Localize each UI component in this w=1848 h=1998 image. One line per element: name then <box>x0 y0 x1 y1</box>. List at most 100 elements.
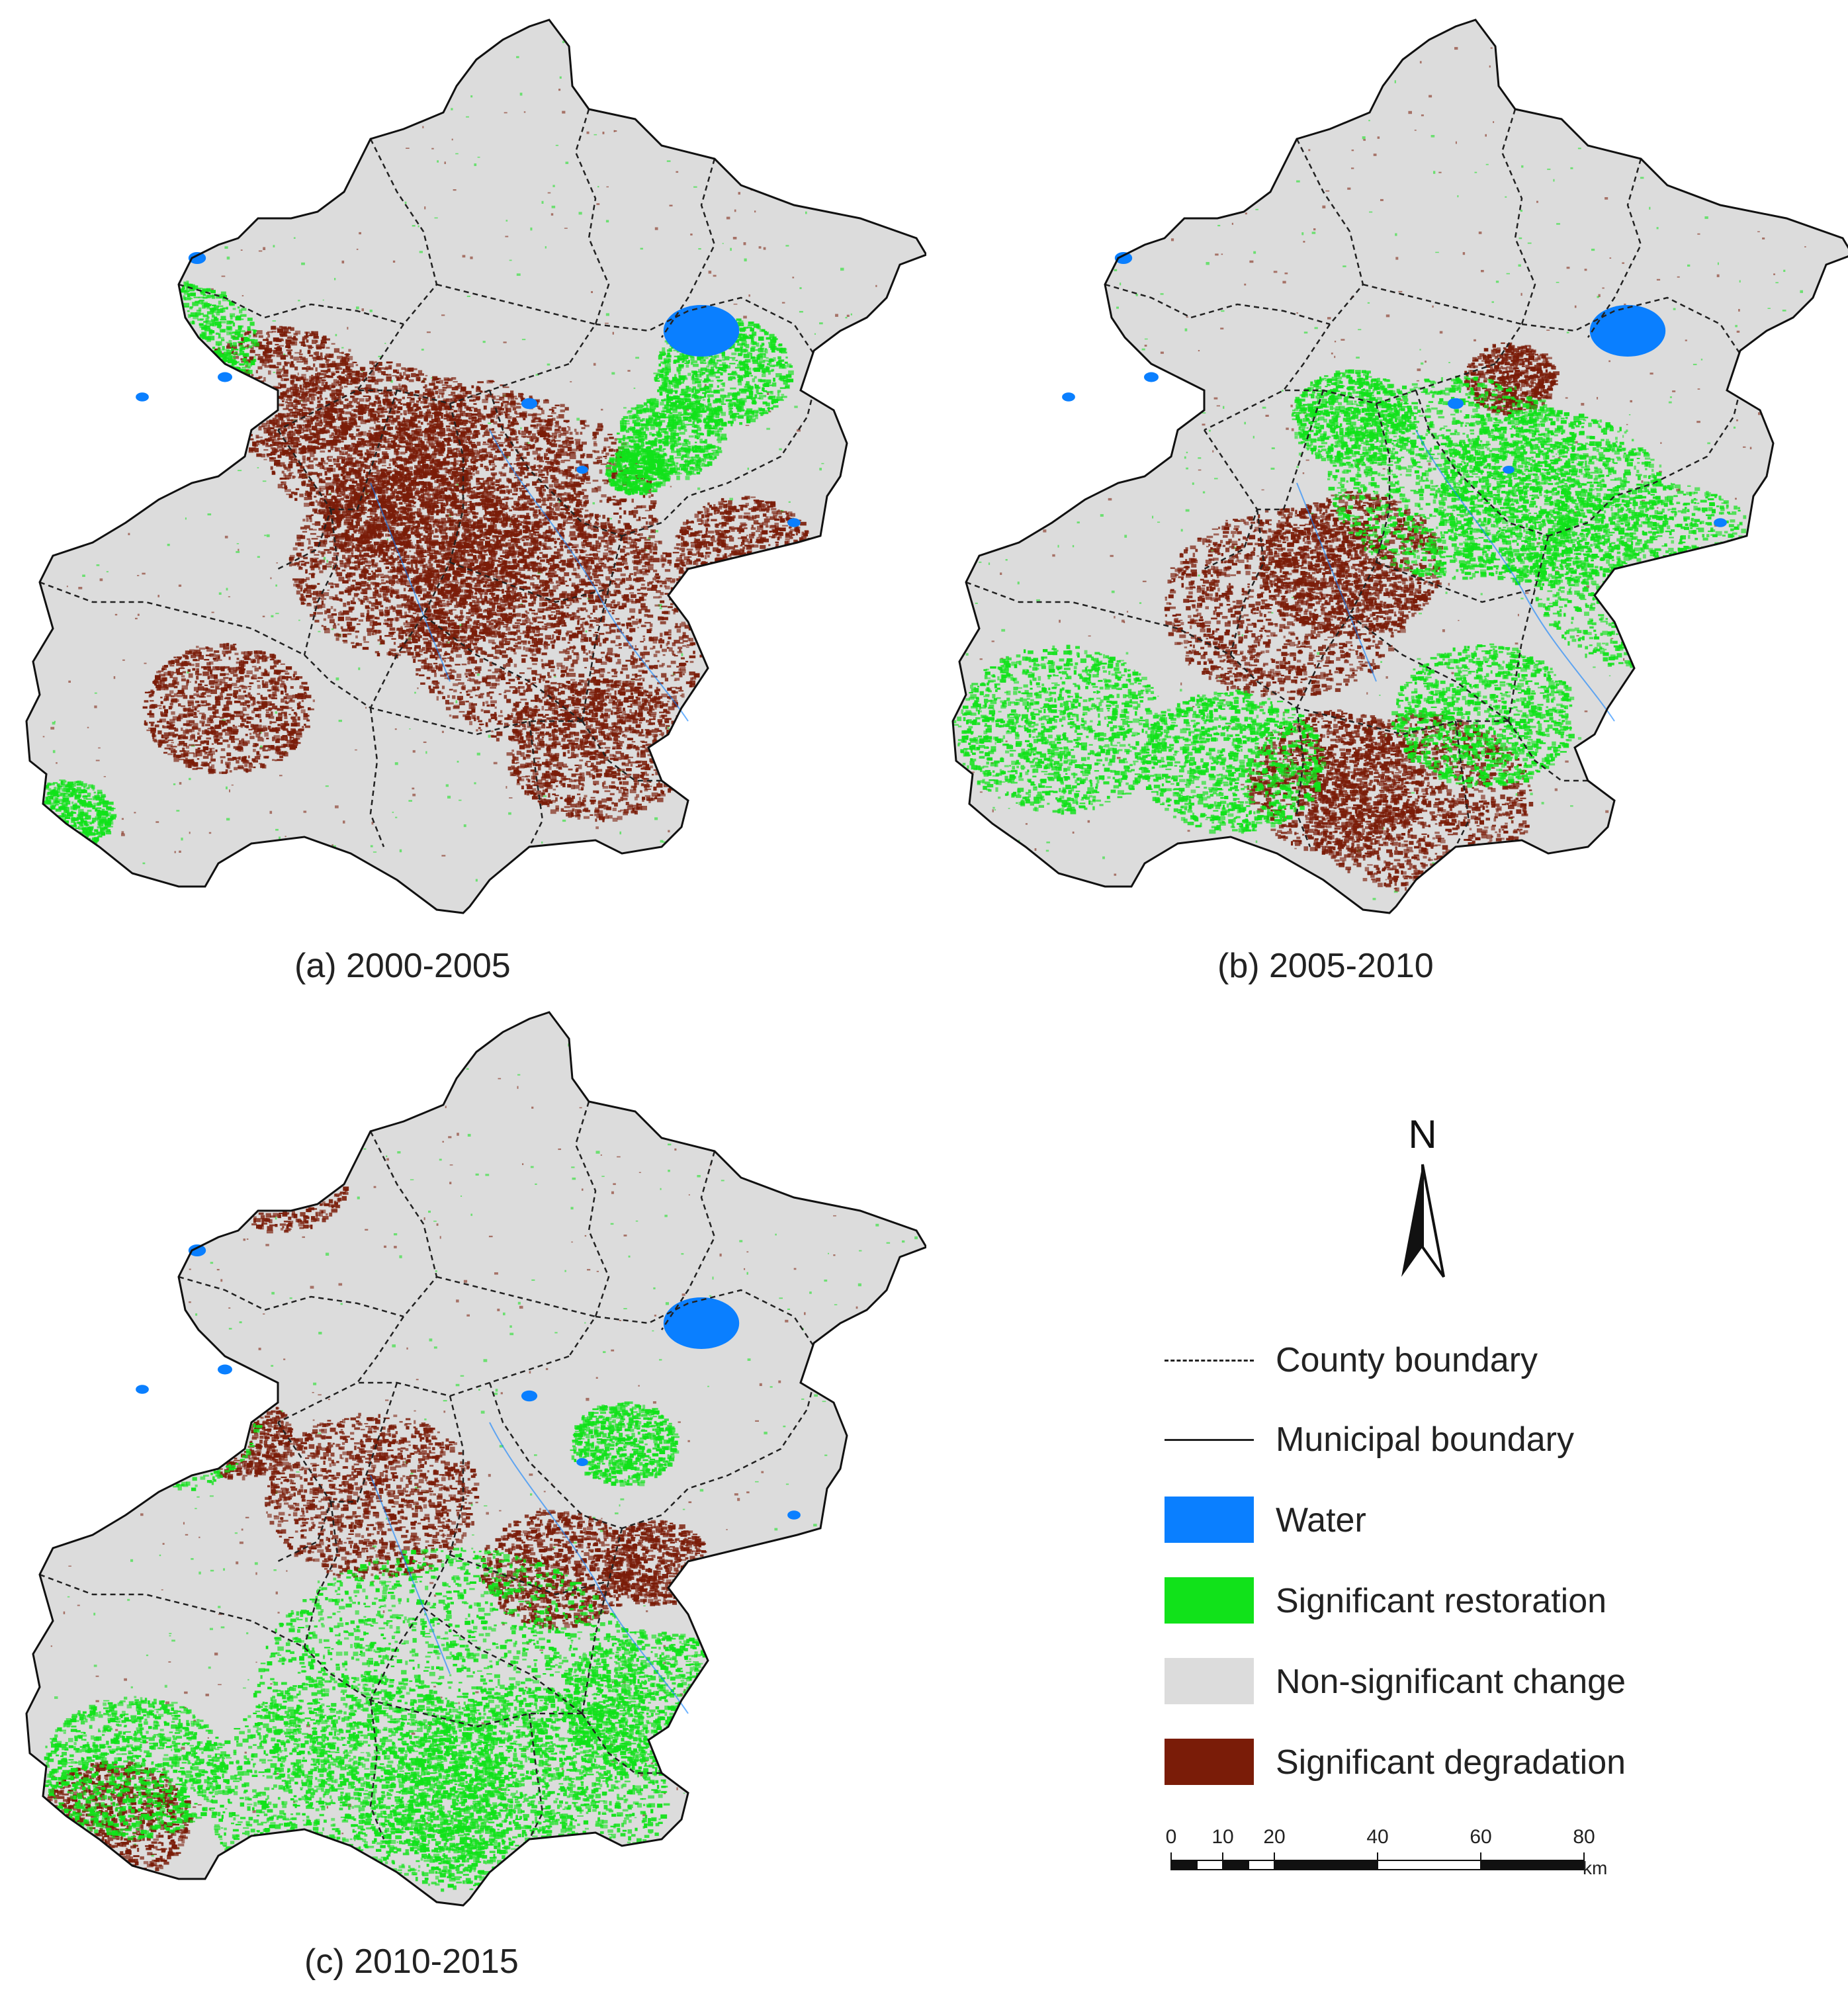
legend-label-municipal: Municipal boundary <box>1276 1420 1574 1459</box>
county-boundary-line <box>39 1573 305 1649</box>
water-body <box>1062 392 1075 402</box>
county-boundary-line <box>1284 363 1496 405</box>
legend-item-water: Water <box>1165 1497 1760 1549</box>
scale-segment <box>1377 1860 1481 1870</box>
water-body <box>576 466 588 474</box>
river-line <box>489 429 689 722</box>
panel-caption-c: (c) 2010-2015 <box>304 1942 519 1981</box>
reservoir-water <box>1589 305 1666 357</box>
county-boundary-line <box>528 1713 544 1840</box>
reservoir-water <box>663 1297 740 1349</box>
county-boundary-line <box>39 581 305 656</box>
county-boundary-line <box>303 1501 339 1648</box>
municipal-boundary-line <box>25 19 926 914</box>
county-boundary-line <box>1507 535 1550 722</box>
county-boundary-line <box>449 561 609 603</box>
water-body <box>218 372 232 382</box>
county-boundary-line <box>660 1151 716 1330</box>
county-boundary-line <box>1521 296 1748 365</box>
water-body <box>1114 252 1133 264</box>
legend-label-water: Water <box>1276 1500 1366 1540</box>
county-boundary-line <box>178 283 404 326</box>
county-boundary-line <box>581 1713 662 1774</box>
county-boundary-line <box>1257 390 1325 511</box>
water-body <box>136 1385 149 1394</box>
scale-tick-label: 10 <box>1211 1826 1233 1848</box>
scale-tick-label: 0 <box>1166 1826 1177 1848</box>
water-body <box>188 252 206 264</box>
water-body <box>1714 518 1727 527</box>
legend-label-restoration: Significant restoration <box>1276 1581 1606 1621</box>
county-boundary-line <box>1230 654 1509 736</box>
county-boundary-line <box>1296 707 1311 847</box>
county-boundary-line <box>1376 561 1536 603</box>
county-boundary-line <box>357 1355 570 1397</box>
river-line <box>370 482 451 682</box>
county-boundary-line <box>331 390 398 511</box>
beijing-map-b <box>951 19 1848 914</box>
water-body <box>1503 466 1515 474</box>
water-body <box>521 1390 538 1402</box>
county-boundary-line <box>488 1382 623 1530</box>
scale-unit: km <box>1583 1858 1607 1879</box>
scale-segment <box>1170 1860 1198 1870</box>
county-boundary-line <box>1204 324 1331 431</box>
county-boundary-line <box>1454 720 1470 847</box>
county-boundary-line <box>1548 363 1748 537</box>
solid-line-icon <box>1165 1439 1254 1441</box>
legend-item-degradation: Significant degradation <box>1165 1739 1760 1792</box>
county-boundary-line <box>965 581 1231 656</box>
scale-tick-label: 40 <box>1366 1826 1388 1848</box>
scale-segment <box>1480 1860 1585 1870</box>
county-boundary-line <box>528 720 544 847</box>
map-panel-c <box>13 999 926 1912</box>
legend-item-municipal: Municipal boundary <box>1165 1416 1760 1469</box>
county-boundary-line <box>423 1607 583 1714</box>
county-boundary-line <box>369 1700 385 1840</box>
county-boundary-line <box>423 615 583 722</box>
water-body <box>521 398 538 410</box>
water-body <box>787 1510 801 1520</box>
legend-item-county: County boundary <box>1165 1336 1760 1389</box>
county-boundary-line <box>357 363 570 405</box>
county-boundary-line <box>581 720 662 782</box>
scale-tick-label: 20 <box>1263 1826 1285 1848</box>
county-boundary-line <box>1415 390 1549 537</box>
water-body <box>1447 398 1464 410</box>
county-boundary-line <box>1507 720 1588 782</box>
scale-segment <box>1222 1860 1249 1870</box>
county-boundary-line <box>277 324 405 431</box>
municipal-boundary-line <box>25 1011 926 1907</box>
water-body <box>136 392 149 402</box>
water-swatch <box>1165 1497 1254 1543</box>
scale-segment <box>1196 1860 1223 1870</box>
north-arrow: N <box>1376 1111 1469 1297</box>
scale-segment <box>1248 1860 1275 1870</box>
beijing-map-a <box>25 19 926 914</box>
map-panel-a <box>13 7 926 920</box>
river-line <box>1296 482 1377 682</box>
county-boundary-line <box>369 138 438 325</box>
panel-caption-a: (a) 2000-2005 <box>294 946 511 986</box>
legend-item-restoration: Significant restoration <box>1165 1577 1760 1630</box>
panel-caption-b: (b) 2005-2010 <box>1217 946 1434 986</box>
county-boundary-line <box>369 1131 438 1317</box>
river-line <box>1415 429 1615 722</box>
county-boundary-line <box>303 509 339 656</box>
county-boundary-line <box>581 535 623 722</box>
water-body <box>188 1244 206 1256</box>
north-arrow-icon <box>1401 1164 1445 1278</box>
change-pixels <box>953 47 1806 900</box>
county-boundary-line <box>621 1356 822 1530</box>
legend-item-nonsignificant: Non-significant change <box>1165 1658 1760 1711</box>
beijing-map-c <box>25 1011 926 1907</box>
nonsignificant-swatch <box>1165 1658 1254 1704</box>
legend-label-nonsignificant: Non-significant change <box>1276 1662 1626 1702</box>
water-body <box>1144 372 1159 382</box>
water-body <box>787 518 801 527</box>
reservoir-water <box>663 305 740 357</box>
county-boundary-line <box>1229 509 1265 656</box>
scale-bar: 0 10 20 40 60 80 km <box>1165 1826 1641 1886</box>
water-body <box>218 1364 232 1375</box>
nonsignificant-change-area <box>26 1012 926 1905</box>
